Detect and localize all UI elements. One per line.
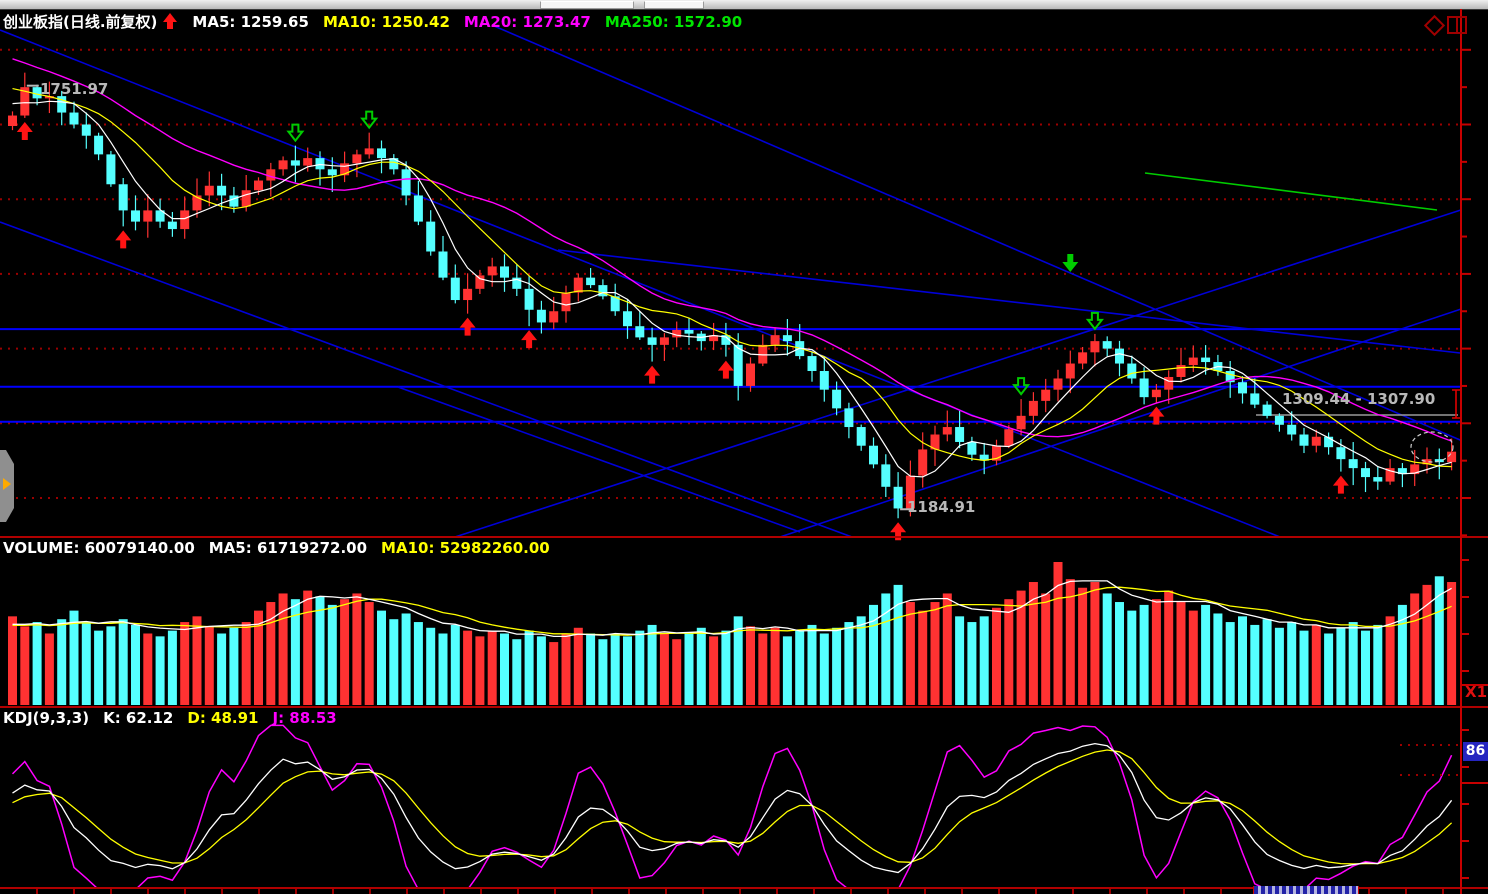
kdj-header: KDJ(9,3,3) K: 62.12 D: 48.91 J: 88.53 (3, 709, 351, 727)
up-arrow-icon (163, 13, 178, 29)
date-highlight-box (1253, 886, 1359, 894)
kdj-title: KDJ(9,3,3) (3, 709, 90, 727)
low-price-label: 1184.91 (907, 498, 976, 516)
kdj-j-value: J: 88.53 (272, 709, 337, 727)
ma250-value: MA250: 1572.90 (604, 13, 743, 31)
split-window-cell (1458, 18, 1465, 32)
ma10-value: MA10: 1250.42 (322, 13, 450, 31)
split-window-icon[interactable] (1447, 16, 1467, 34)
price-range-label: 1309.44 - 1307.90 (1282, 390, 1436, 408)
volume-ma5-value: MA5: 61719272.00 (208, 539, 368, 557)
strip-segment (644, 1, 704, 9)
sidebar-expand-handle[interactable] (0, 450, 14, 522)
main-chart-header: 创业板指(日线.前复权) MA5: 1259.65 MA10: 1250.42 MA2… (3, 11, 756, 32)
window-edge-strip (0, 0, 1488, 10)
kdj-axis-value-badge: 86 (1463, 742, 1488, 761)
split-window-cell (1449, 18, 1458, 32)
kdj-k-value: K: 62.12 (103, 709, 174, 727)
expand-arrow-icon (3, 478, 11, 490)
volume-header: VOLUME: 60079140.00 MA5: 61719272.00 MA10:… (3, 539, 564, 557)
ma20-value: MA20: 1273.47 (463, 13, 591, 31)
volume-value: VOLUME: 60079140.00 (3, 539, 195, 557)
strip-segment (540, 1, 634, 9)
kdj-d-value: D: 48.91 (187, 709, 259, 727)
date-text-clipped (1254, 886, 1358, 894)
volume-ma10-value: MA10: 52982260.00 (381, 539, 550, 557)
instrument-title: 创业板指(日线.前复权) (3, 13, 158, 31)
volume-unit-label[interactable]: X1 (1465, 683, 1488, 701)
chart-canvas[interactable] (0, 9, 1488, 894)
ma5-value: MA5: 1259.65 (192, 13, 309, 31)
high-price-label: 1751.97 (40, 80, 109, 98)
